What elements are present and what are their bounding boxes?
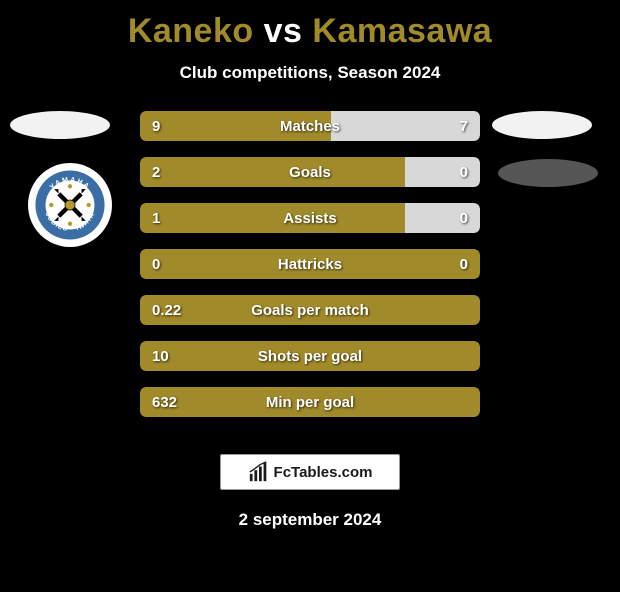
stat-bar-track xyxy=(140,341,480,371)
player1-avatar-placeholder xyxy=(10,111,110,139)
brand-text: FcTables.com xyxy=(274,464,373,481)
stat-bar-left xyxy=(140,157,405,187)
comparison-title: Kaneko vs Kamasawa xyxy=(0,12,620,51)
stat-row: 00Hattricks xyxy=(140,249,480,279)
player1-club-badge: YAMAHA JUBILO IWATA xyxy=(28,163,112,247)
subtitle: Club competitions, Season 2024 xyxy=(0,63,620,83)
stat-bar-left xyxy=(140,203,405,233)
stat-bar-track xyxy=(140,203,480,233)
club-crest-icon: YAMAHA JUBILO IWATA xyxy=(34,169,106,241)
player2-club-placeholder xyxy=(498,159,598,187)
stat-bar-track xyxy=(140,249,480,279)
stat-bar-left xyxy=(140,295,480,325)
stat-bar-track xyxy=(140,387,480,417)
player2-avatar-placeholder xyxy=(492,111,592,139)
brand-logo: FcTables.com xyxy=(220,454,400,490)
stat-bar-track xyxy=(140,157,480,187)
player1-name: Kaneko xyxy=(128,12,254,50)
stat-bar-left xyxy=(140,111,331,141)
stat-bar-right xyxy=(405,203,480,233)
stat-bar-left xyxy=(140,341,480,371)
stat-row: 10Assists xyxy=(140,203,480,233)
stat-bar-left xyxy=(140,387,480,417)
stat-bar-track xyxy=(140,295,480,325)
vs-text: vs xyxy=(264,12,303,50)
stats-area: YAMAHA JUBILO IWATA 97Matches20Goals10 xyxy=(0,111,620,431)
stat-bar-left xyxy=(140,249,480,279)
stat-bar-right xyxy=(331,111,480,141)
chart-icon xyxy=(248,461,270,483)
stat-bars: 97Matches 20Goals 10Assists 00Hattricks 0.22… xyxy=(140,111,480,433)
stat-bar-track xyxy=(140,111,480,141)
stat-row: 0.22Goals per match xyxy=(140,295,480,325)
date-text: 2 september 2024 xyxy=(0,510,620,530)
player2-name: Kamasawa xyxy=(312,12,492,50)
stat-row: 97Matches xyxy=(140,111,480,141)
stat-bar-right xyxy=(405,157,480,187)
stat-row: 632Min per goal xyxy=(140,387,480,417)
stat-row: 20Goals xyxy=(140,157,480,187)
stat-row: 10Shots per goal xyxy=(140,341,480,371)
